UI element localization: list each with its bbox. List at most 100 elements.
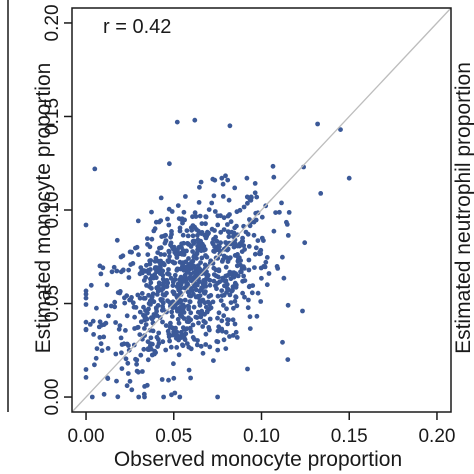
- data-point: [210, 241, 216, 247]
- data-point: [89, 394, 95, 400]
- data-point: [230, 317, 236, 323]
- data-point: [195, 247, 201, 253]
- data-point: [226, 197, 232, 203]
- data-point: [211, 358, 216, 363]
- data-point: [177, 228, 183, 234]
- data-point: [203, 342, 209, 347]
- data-point: [145, 252, 151, 257]
- data-point: [219, 318, 225, 324]
- x-tick-label: 0.05: [155, 426, 192, 447]
- data-point: [211, 236, 216, 242]
- data-point: [105, 375, 110, 381]
- data-point: [215, 347, 221, 353]
- data-point: [97, 335, 103, 340]
- data-point: [239, 249, 245, 255]
- data-point: [142, 326, 147, 331]
- data-point: [286, 210, 292, 215]
- data-point: [168, 242, 173, 248]
- data-point: [181, 310, 187, 315]
- correlation-annotation: r = 0.42: [103, 16, 171, 38]
- data-point: [199, 285, 205, 291]
- data-point: [263, 259, 269, 265]
- data-point: [175, 247, 180, 253]
- data-point: [197, 300, 202, 305]
- data-point: [124, 293, 130, 299]
- data-point: [165, 271, 170, 277]
- data-point: [207, 282, 213, 288]
- data-point: [197, 184, 202, 190]
- data-point: [136, 252, 141, 258]
- data-point: [225, 177, 231, 183]
- data-point: [123, 356, 129, 362]
- data-point: [300, 308, 305, 314]
- data-point: [277, 209, 282, 215]
- data-point: [176, 287, 182, 293]
- x-axis-title: Observed monocyte proportion: [114, 448, 402, 471]
- data-point: [174, 119, 180, 125]
- data-point: [224, 255, 230, 260]
- data-point: [177, 312, 183, 318]
- data-point: [302, 240, 308, 246]
- data-point: [141, 346, 147, 352]
- data-point: [180, 262, 186, 267]
- data-point: [151, 275, 156, 281]
- data-point: [246, 257, 252, 263]
- data-point: [172, 272, 178, 278]
- data-point: [97, 319, 103, 325]
- data-point: [221, 215, 227, 221]
- data-point: [199, 221, 205, 227]
- data-point: [143, 275, 149, 280]
- data-point: [175, 333, 181, 339]
- data-point: [225, 213, 231, 219]
- data-point: [154, 269, 159, 275]
- data-point: [231, 305, 236, 311]
- data-point: [197, 293, 203, 298]
- data-point: [193, 314, 199, 320]
- data-point: [167, 161, 172, 167]
- data-point: [284, 222, 290, 227]
- data-point: [195, 237, 201, 243]
- data-point: [134, 361, 140, 367]
- data-point: [235, 258, 241, 264]
- data-point: [148, 280, 154, 286]
- data-point: [132, 314, 138, 320]
- data-point: [93, 355, 99, 361]
- data-point: [254, 313, 260, 319]
- data-point: [117, 323, 123, 328]
- data-point: [188, 293, 193, 299]
- data-point: [226, 234, 232, 240]
- data-point: [224, 306, 229, 312]
- data-point: [203, 304, 209, 310]
- data-point: [346, 175, 352, 181]
- data-point: [247, 314, 253, 320]
- data-point: [103, 320, 109, 326]
- data-point: [171, 329, 177, 335]
- data-point: [180, 305, 186, 310]
- data-point: [99, 348, 105, 353]
- data-point: [87, 322, 93, 327]
- data-point: [219, 328, 225, 334]
- data-point: [242, 294, 247, 300]
- data-point: [223, 173, 228, 179]
- data-point: [230, 333, 236, 338]
- data-point: [241, 273, 247, 279]
- data-point: [177, 394, 183, 400]
- data-point: [128, 262, 134, 267]
- data-point: [146, 301, 152, 306]
- data-point: [142, 317, 148, 323]
- data-point: [166, 334, 172, 340]
- data-point: [198, 343, 204, 349]
- data-point: [91, 332, 96, 337]
- data-point: [215, 274, 221, 280]
- data-point: [164, 290, 169, 296]
- data-point: [211, 265, 217, 271]
- data-point: [193, 294, 199, 300]
- data-point: [178, 274, 184, 280]
- data-point: [144, 283, 149, 288]
- data-point: [192, 283, 198, 289]
- data-point: [281, 275, 287, 281]
- data-point: [140, 369, 145, 374]
- data-point: [139, 291, 145, 296]
- data-point: [166, 377, 171, 383]
- data-point: [150, 291, 156, 297]
